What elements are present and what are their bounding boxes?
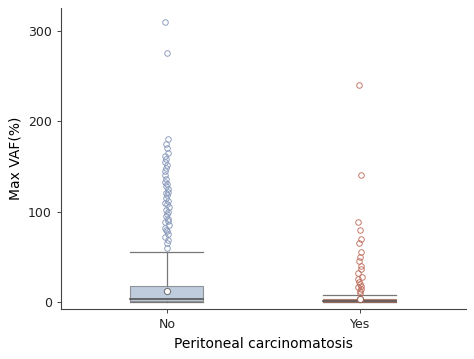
FancyBboxPatch shape (130, 286, 203, 301)
FancyBboxPatch shape (323, 299, 396, 302)
Y-axis label: Max VAF(%): Max VAF(%) (9, 117, 22, 200)
X-axis label: Peritoneal carcinomatosis: Peritoneal carcinomatosis (174, 337, 353, 351)
